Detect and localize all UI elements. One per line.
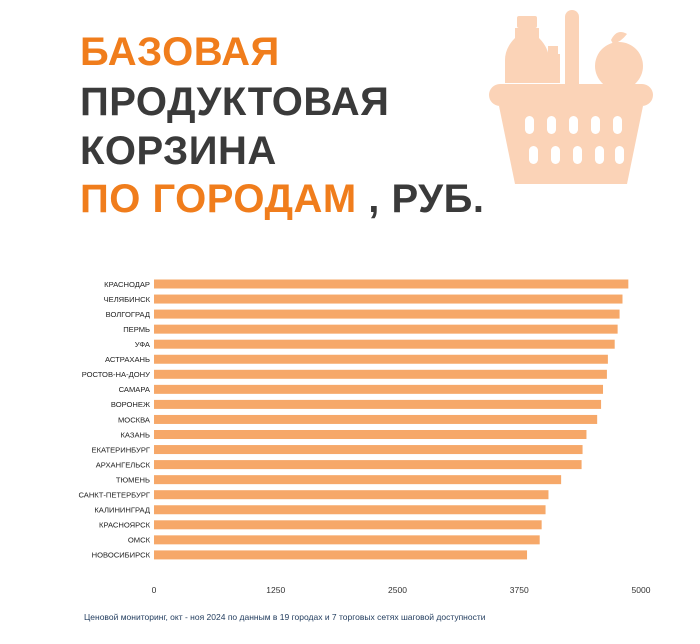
bar: [154, 294, 623, 304]
bar-chart: КРАСНОДАР ЧЕЛЯБИНСК ВОЛГОГРАД ПЕРМЬ УФА АСТРА…: [78, 279, 651, 595]
category-label: ВОРОНЕЖ: [111, 400, 150, 409]
title-line-4: ПО ГОРОДАМ , РУБ.: [80, 177, 484, 221]
bar: [154, 279, 629, 289]
bar: [154, 505, 546, 515]
bar: [154, 550, 528, 560]
x-tick-label: 0: [152, 585, 157, 595]
title-line-2: ПРОДУКТОВАЯ: [80, 80, 390, 124]
x-tick-label: 2500: [388, 585, 407, 595]
category-label: КРАСНОДАР: [104, 280, 150, 289]
x-tick-label: 3750: [510, 585, 529, 595]
footnote: Ценовой мониторинг, окт - ноя 2024 по да…: [84, 612, 486, 622]
category-label: АСТРАХАНЬ: [105, 355, 150, 364]
x-tick-label: 5000: [632, 585, 651, 595]
bar: [154, 490, 549, 500]
category-label: ТЮМЕНЬ: [116, 475, 150, 484]
category-label: ЧЕЛЯБИНСК: [104, 295, 151, 304]
grocery-basket-icon: [489, 10, 653, 184]
bar: [154, 339, 615, 349]
title-unit: , РУБ.: [356, 177, 485, 221]
title-accent: ПО ГОРОДАМ: [80, 177, 357, 221]
category-label: АРХАНГЕЛЬСК: [96, 460, 151, 469]
title-line-1: БАЗОВАЯ: [80, 30, 280, 74]
bar: [154, 445, 583, 455]
category-label: НОВОСИБИРСК: [92, 551, 151, 560]
bar: [154, 399, 602, 409]
bar: [154, 354, 608, 364]
category-label: УФА: [135, 340, 151, 349]
bar: [154, 384, 604, 394]
bar: [154, 460, 582, 470]
category-label: МОСКВА: [118, 415, 151, 424]
category-label: ВОЛГОГРАД: [106, 310, 150, 319]
category-label: ПЕРМЬ: [123, 325, 150, 334]
category-label: РОСТОВ-НА-ДОНУ: [82, 370, 150, 379]
bar: [154, 309, 620, 319]
bar: [154, 430, 587, 439]
bar: [154, 414, 598, 424]
category-label: КРАСНОЯРСК: [99, 521, 151, 530]
x-tick-label: 1250: [266, 585, 285, 595]
bar: [154, 369, 607, 379]
category-label: САНКТ-ПЕТЕРБУРГ: [78, 491, 150, 500]
category-label: ОМСК: [128, 536, 151, 545]
bar: [154, 520, 542, 530]
title-line-3: КОРЗИНА: [80, 129, 277, 173]
bar: [154, 535, 540, 545]
category-label: ЕКАТЕРИНБУРГ: [92, 445, 150, 454]
bar: [154, 475, 562, 485]
category-label: КАЗАНЬ: [120, 430, 150, 439]
category-label: САМАРА: [119, 385, 151, 394]
category-label: КАЛИНИНГРАД: [94, 506, 150, 515]
bar: [154, 324, 618, 334]
